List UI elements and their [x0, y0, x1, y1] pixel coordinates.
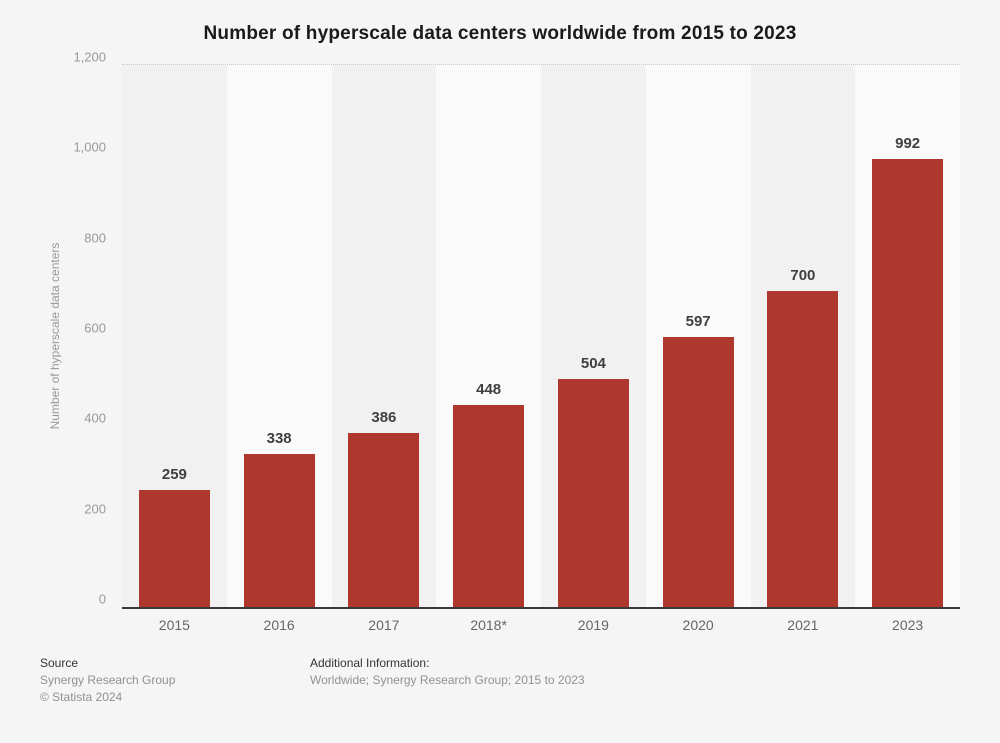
bar-column: 504	[541, 65, 646, 607]
bar-value-label: 448	[476, 380, 502, 398]
additional-information-text: Worldwide; Synergy Research Group; 2015 …	[310, 673, 585, 687]
x-tick-label: 2019	[577, 617, 609, 633]
bar-value-label: 597	[685, 313, 711, 331]
bar	[557, 379, 629, 607]
bar-value-label: 259	[161, 466, 187, 484]
bar-column: 338	[226, 65, 332, 607]
bar-value-label: 504	[580, 355, 606, 373]
bar-column: 448	[436, 65, 541, 607]
bar	[138, 490, 210, 607]
bar-value-label: 338	[266, 430, 292, 448]
y-tick-label: 400	[84, 410, 106, 426]
plot-area: 259 338 386 448 504 597 700 992	[122, 64, 960, 609]
bar	[662, 337, 734, 607]
bar-columns: 259 338 386 448 504 597 700 992	[122, 65, 960, 607]
source-name: Synergy Research Group	[40, 673, 176, 687]
x-tick-label: 2018*	[470, 617, 507, 633]
y-tick-label: 800	[84, 230, 106, 246]
x-tick-label: 2015	[158, 617, 190, 633]
gridline	[122, 64, 960, 65]
chart-title: Number of hyperscale data centers worldw…	[203, 23, 797, 44]
y-tick-label: 200	[84, 501, 106, 517]
footer-source-block: Source Synergy Research Group © Statista…	[40, 655, 175, 706]
bar-value-label: 992	[895, 134, 921, 152]
bar	[767, 290, 839, 607]
y-tick-label: 600	[84, 320, 106, 336]
bar	[453, 404, 525, 607]
bar	[872, 158, 944, 607]
y-tick-label: 1,000	[73, 139, 106, 155]
x-tick-label: 2020	[682, 617, 714, 633]
bar-value-label: 700	[790, 266, 816, 284]
bar	[348, 432, 420, 607]
footer-additional-block: Additional Information: Worldwide; Syner…	[310, 655, 585, 689]
x-tick-label: 2016	[263, 617, 295, 633]
additional-information-label: Additional Information:	[310, 656, 430, 670]
bar-column: 992	[855, 65, 960, 607]
source-label: Source	[40, 656, 79, 670]
x-axis-labels: 2015 2016 2017 2018* 2019 2020 2021 2023	[122, 617, 960, 633]
bar-column: 597	[645, 65, 751, 607]
bar	[243, 454, 315, 607]
y-tick-label: 0	[98, 591, 106, 607]
copyright-statista: © Statista 2024	[40, 690, 123, 704]
x-tick-label: 2021	[787, 617, 819, 633]
bar-column: 386	[331, 65, 437, 607]
y-tick-label: 1,200	[73, 49, 106, 65]
x-tick-label: 2017	[368, 617, 400, 633]
y-axis-ticks: 0 200 400 600 800 1,000 1,200	[0, 50, 106, 607]
bar-column: 700	[750, 65, 856, 607]
bar-value-label: 386	[371, 408, 397, 426]
bar-column: 259	[122, 65, 227, 607]
x-tick-label: 2023	[892, 617, 924, 633]
